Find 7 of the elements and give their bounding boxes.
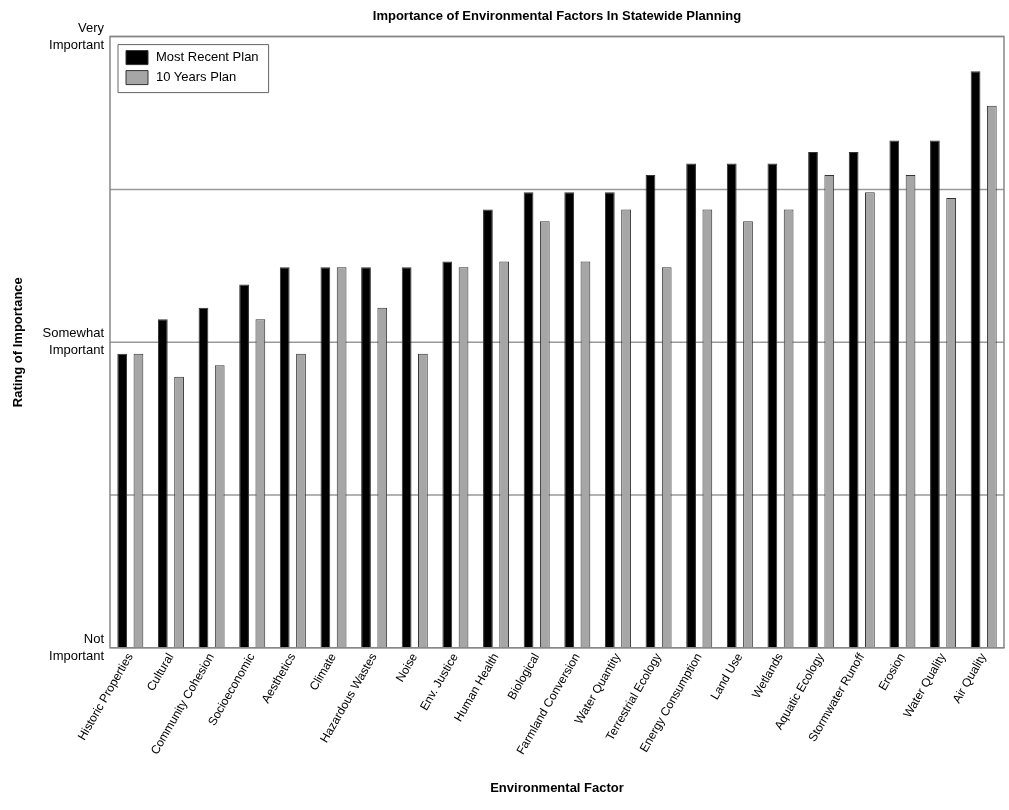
- y-axis-title: Rating of Importance: [9, 277, 25, 408]
- x-axis-title: Environmental Factor: [490, 779, 624, 795]
- text: Very Important: [49, 19, 105, 52]
- legend-label: Most Recent Plan: [156, 49, 259, 65]
- legend-label: 10 Years Plan: [156, 69, 237, 85]
- text: Somewhat Important: [42, 325, 105, 358]
- chart-title: Importance of Environmental Factors In Statewide Planning: [372, 8, 742, 24]
